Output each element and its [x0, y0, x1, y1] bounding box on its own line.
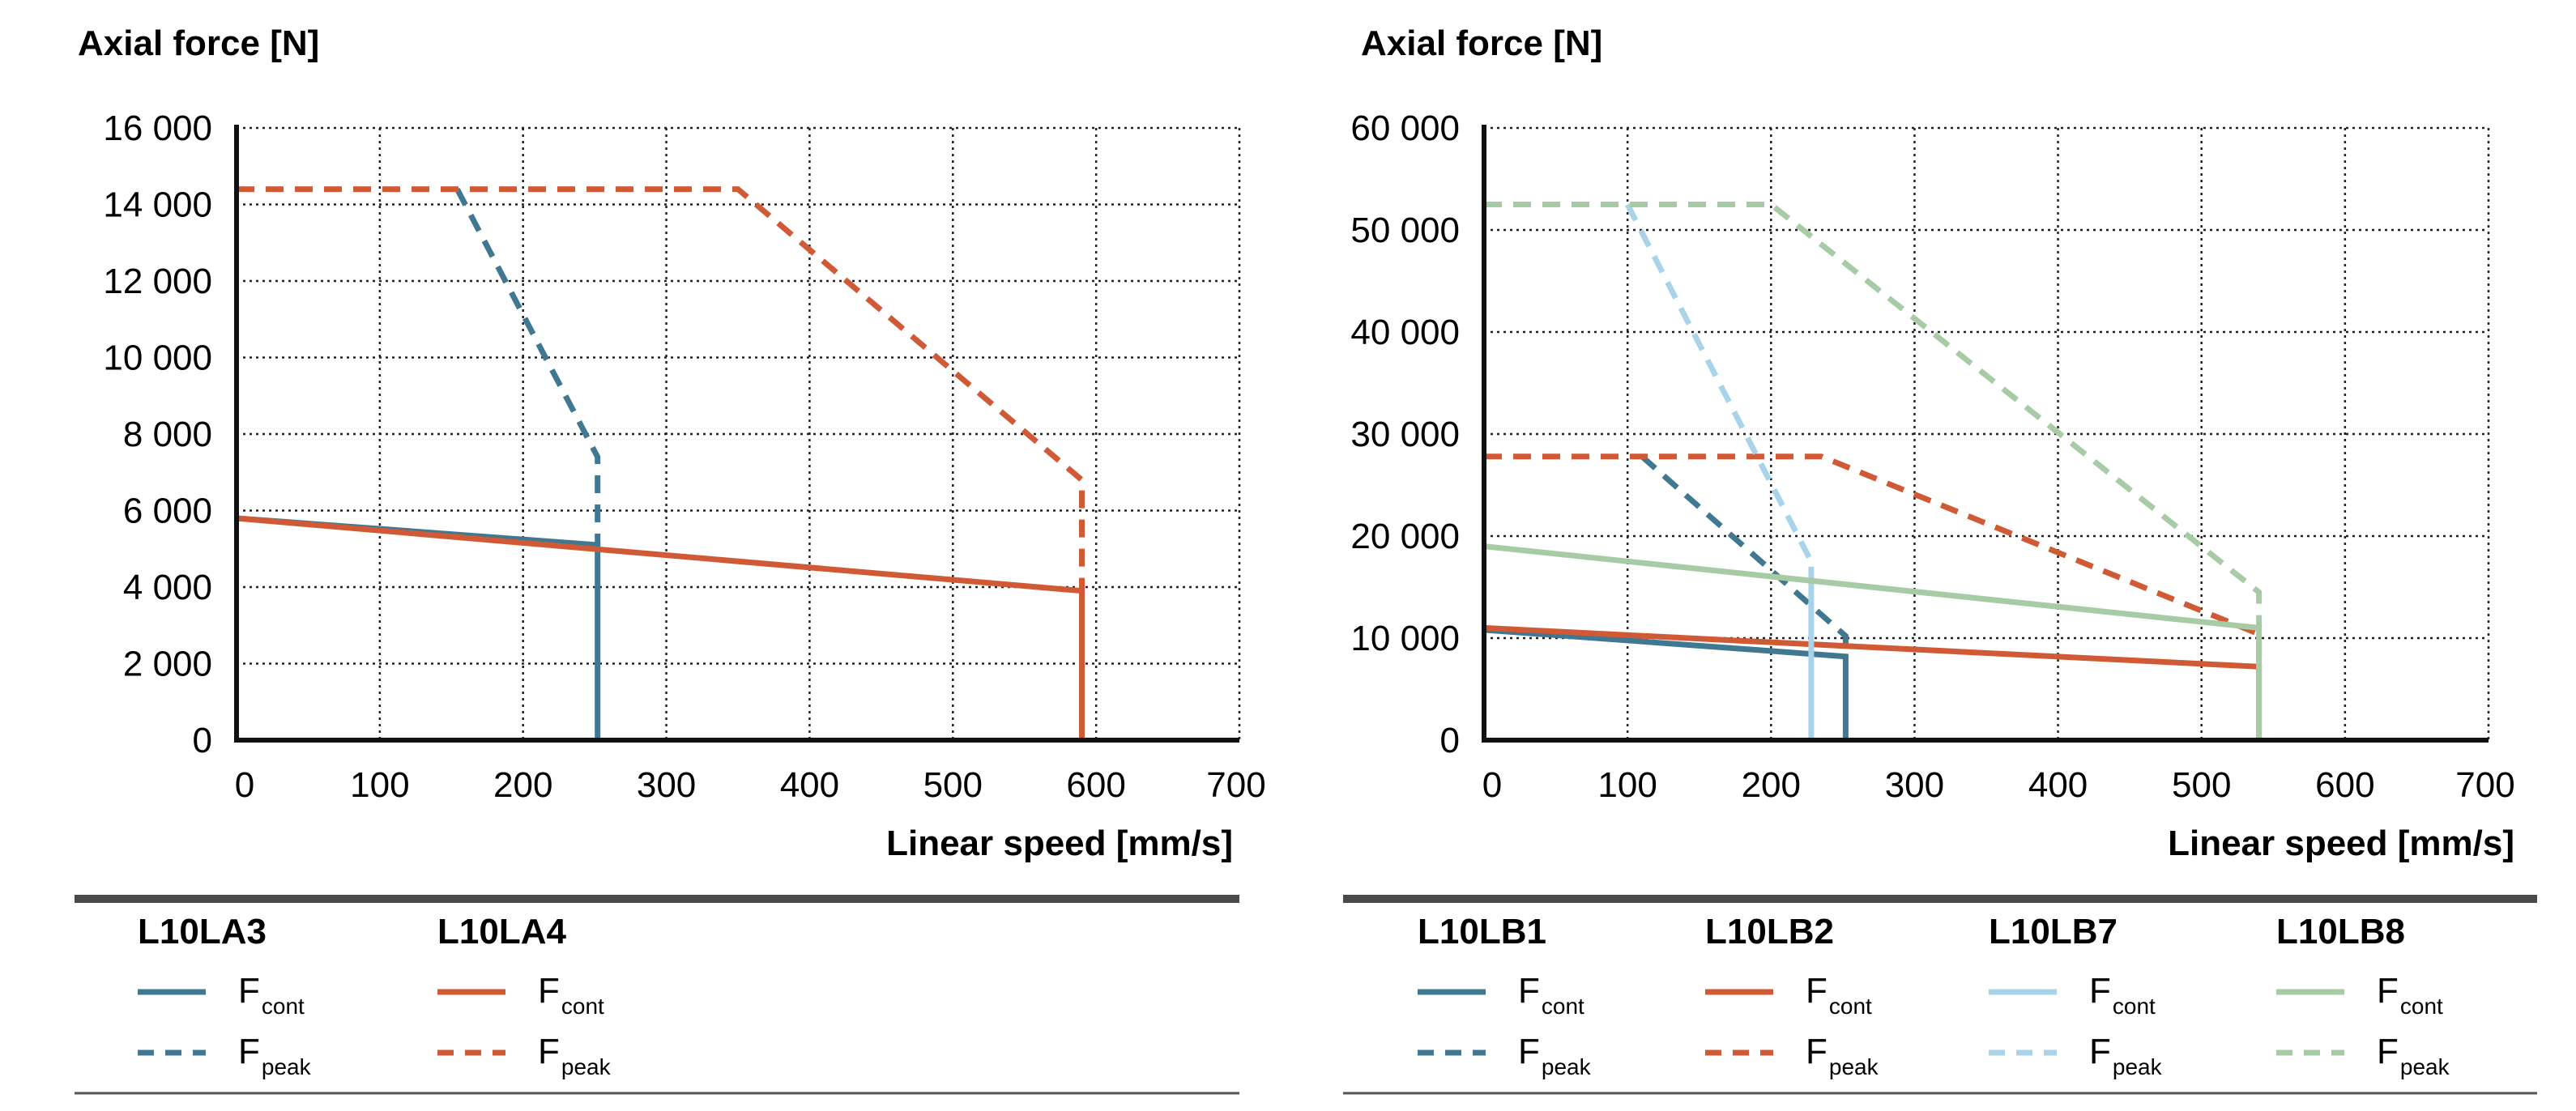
x-tick-label: 0: [1482, 765, 1502, 805]
y-tick-label: 0: [193, 721, 212, 760]
chart-left-title: Axial force [N]: [78, 23, 319, 63]
chart-right-legend: L10LB1 Fcont Fpeak L10LB2 Fcont Fpeak L10LB7 Fc…: [1343, 895, 2537, 1095]
y-tick-label: 30 000: [1350, 415, 1460, 454]
legend-label-peak: Fpeak: [2377, 1032, 2450, 1079]
x-tick-label: 700: [2455, 765, 2514, 805]
y-tick-label: 50 000: [1350, 211, 1460, 250]
legend-model-l10lb2: L10LB2: [1705, 912, 1834, 951]
series-l10la3-peak: [454, 187, 601, 545]
y-tick-label: 0: [1440, 721, 1460, 760]
series-l10lb1-cont: [1483, 627, 1849, 740]
x-tick-label: 400: [780, 765, 839, 805]
y-tick-label: 14 000: [103, 185, 212, 225]
y-tick-label: 60 000: [1350, 109, 1460, 148]
chart-right-ticks: 0 10 000 20 000 30 000 40 000 50 000 60 000 0 10…: [1350, 109, 2514, 805]
chart-left-x-axis-label: Linear speed [mm/s]: [886, 824, 1233, 863]
chart-left-axes: [234, 125, 1239, 743]
chart-right-x-axis-label: Linear speed [mm/s]: [2168, 824, 2514, 863]
series-l10la3-cont: [236, 515, 601, 740]
x-tick-label: 500: [923, 765, 983, 805]
series-l10lb7-peak: [1624, 202, 1815, 567]
chart-right-title: Axial force [N]: [1361, 23, 1602, 63]
legend-label-peak: Fpeak: [1806, 1032, 1879, 1079]
chart-left-grid: [237, 126, 1241, 740]
legend-model-l10lb8: L10LB8: [2276, 912, 2405, 951]
series-l10lb8-cont: [1483, 543, 2263, 740]
chart-left-series: [236, 186, 1085, 740]
legend-label-cont: Fcont: [1518, 971, 1584, 1019]
legend-model-l10lb7: L10LB7: [1989, 912, 2118, 951]
legend-label-peak: Fpeak: [2089, 1032, 2163, 1079]
x-tick-label: 400: [2028, 765, 2088, 805]
x-tick-label: 500: [2172, 765, 2231, 805]
legend-label-cont: Fcont: [1806, 971, 1872, 1019]
series-l10la4-peak: [237, 186, 1085, 591]
y-tick-label: 12 000: [103, 262, 212, 301]
y-tick-label: 2 000: [123, 645, 212, 684]
chart-right-axes: [1482, 125, 2489, 743]
y-tick-label: 16 000: [103, 109, 212, 148]
y-tick-label: 4 000: [123, 568, 212, 607]
x-tick-label: 600: [1066, 765, 1125, 805]
series-l10lb2-cont: [1483, 624, 2263, 740]
x-tick-label: 100: [350, 765, 409, 805]
y-tick-label: 10 000: [103, 338, 212, 378]
x-tick-label: 600: [2315, 765, 2374, 805]
x-tick-label: 0: [235, 765, 254, 805]
legend-label-peak: Fpeak: [238, 1032, 312, 1079]
legend-model-l10lb1: L10LB1: [1418, 912, 1546, 951]
legend-label-peak: Fpeak: [1518, 1032, 1592, 1079]
chart-left-ticks: 0 2 000 4 000 6 000 8 000 10 000 12 000 14 000 1…: [103, 109, 1265, 805]
y-tick-label: 10 000: [1350, 619, 1460, 658]
x-tick-label: 200: [493, 765, 552, 805]
chart-right-series: [1483, 202, 2263, 740]
legend-label-cont: Fcont: [538, 971, 604, 1019]
legend-label-cont: Fcont: [238, 971, 305, 1019]
legend-model-l10la4: L10LA4: [437, 912, 566, 951]
y-tick-label: 20 000: [1350, 517, 1460, 556]
y-tick-label: 40 000: [1350, 313, 1460, 352]
legend-model-l10la3: L10LA3: [138, 912, 267, 951]
y-tick-label: 8 000: [123, 415, 212, 454]
x-tick-label: 200: [1742, 765, 1801, 805]
x-tick-label: 700: [1206, 765, 1265, 805]
legend-label-peak: Fpeak: [538, 1032, 612, 1079]
legend-label-cont: Fcont: [2089, 971, 2156, 1019]
chart-left-legend: L10LA3 Fcont Fpeak L10LA4 Fcont Fpeak: [75, 895, 1239, 1095]
y-tick-label: 6 000: [123, 492, 212, 531]
chart-right: Axial force [N] 0 10 000 20 000 30 000 40 00…: [1343, 23, 2537, 1095]
x-tick-label: 100: [1597, 765, 1657, 805]
x-tick-label: 300: [1885, 765, 1944, 805]
series-l10lb1-peak: [1640, 454, 1849, 657]
chart-left: Axial force [N] 0 2 000 4 000 6 000 8 000 10 …: [75, 23, 1266, 1095]
series-l10lb8-peak: [1484, 202, 2263, 628]
legend-label-cont: Fcont: [2377, 971, 2443, 1019]
series-l10la4-cont: [236, 515, 1085, 740]
x-tick-label: 300: [637, 765, 696, 805]
